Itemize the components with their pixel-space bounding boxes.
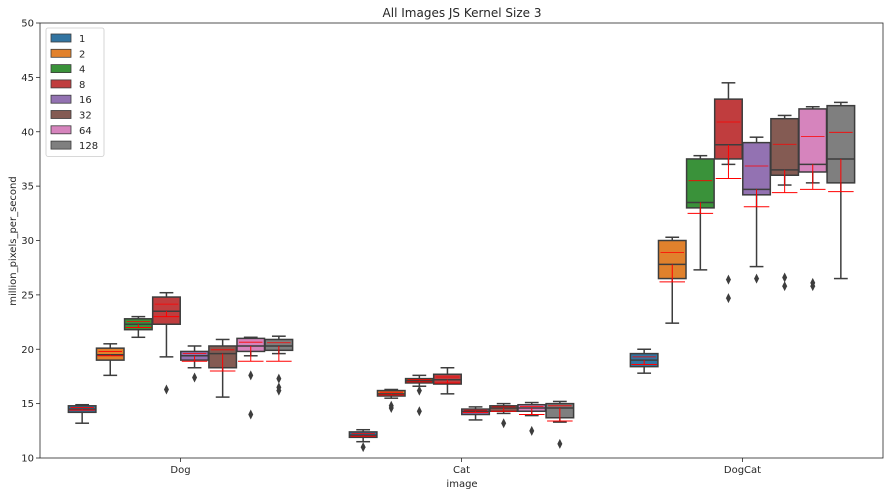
flier-point bbox=[416, 406, 422, 417]
y-tick-label: 15 bbox=[21, 399, 34, 410]
legend-swatch bbox=[50, 48, 72, 58]
box-1-dog bbox=[67, 403, 97, 424]
flier-point bbox=[501, 418, 507, 429]
y-tick-label: 45 bbox=[21, 73, 34, 84]
legend-label: 32 bbox=[79, 111, 92, 122]
legend-label: 8 bbox=[79, 80, 85, 91]
legend-label: 16 bbox=[79, 95, 92, 106]
flier-point bbox=[754, 273, 760, 284]
y-tick-label: 20 bbox=[21, 345, 34, 356]
flier-point bbox=[163, 384, 169, 395]
legend-swatch bbox=[50, 64, 72, 73]
flier-point bbox=[416, 385, 422, 396]
x-tick-label: Cat bbox=[453, 465, 470, 476]
box-body bbox=[798, 108, 828, 173]
legend-label: 128 bbox=[79, 141, 98, 152]
box-4-dogcat bbox=[685, 154, 715, 271]
flier-point bbox=[810, 281, 816, 292]
legend: 1 2 4 8 16 32 64 128 bbox=[45, 27, 105, 157]
box-64-dog bbox=[236, 336, 266, 420]
legend-frame bbox=[45, 27, 105, 157]
legend-swatch bbox=[50, 33, 72, 43]
box-128-cat bbox=[545, 400, 575, 449]
flier-point bbox=[725, 293, 731, 304]
flier-point bbox=[192, 372, 198, 383]
flier-point bbox=[782, 281, 788, 292]
y-axis-title: million_pixels_per_second bbox=[8, 176, 19, 305]
box-body bbox=[742, 141, 772, 196]
box-32-dog bbox=[208, 338, 238, 398]
x-tick-label: DogCat bbox=[724, 465, 761, 476]
x-axis: Dog Cat DogCat bbox=[170, 458, 761, 476]
y-tick-label: 35 bbox=[21, 182, 34, 193]
legend-label: 2 bbox=[79, 49, 85, 60]
flier-point bbox=[276, 373, 282, 384]
flier-point bbox=[557, 438, 563, 449]
y-tick-label: 40 bbox=[21, 127, 34, 138]
box-2-dogcat bbox=[657, 236, 687, 324]
flier-point bbox=[248, 409, 254, 420]
box-32-dogcat bbox=[770, 114, 800, 292]
plot-area bbox=[39, 22, 884, 459]
legend-swatch bbox=[50, 79, 72, 89]
y-tick-label: 50 bbox=[21, 19, 34, 30]
box-64-dogcat bbox=[798, 105, 828, 292]
boxes-layer bbox=[67, 82, 856, 453]
box-1-cat bbox=[348, 428, 378, 453]
legend-swatch bbox=[50, 140, 72, 150]
box-16-dog bbox=[180, 345, 210, 383]
flier-point bbox=[725, 274, 731, 285]
box-128-dog bbox=[264, 335, 294, 396]
flier-point bbox=[529, 425, 535, 436]
box-16-cat bbox=[461, 406, 491, 421]
box-32-cat bbox=[489, 402, 519, 429]
box-2-dog bbox=[95, 343, 125, 377]
y-tick-label: 10 bbox=[21, 454, 34, 465]
flier-point bbox=[782, 272, 788, 283]
chart-title: All Images JS Kernel Size 3 bbox=[383, 6, 542, 20]
legend-label: 4 bbox=[79, 65, 85, 76]
box-4-cat bbox=[404, 374, 434, 417]
y-tick-label: 30 bbox=[21, 236, 34, 247]
x-tick-label: Dog bbox=[170, 465, 190, 476]
box-body bbox=[713, 98, 743, 160]
box-body bbox=[685, 158, 715, 209]
flier-point bbox=[388, 402, 394, 413]
y-tick-label: 25 bbox=[21, 290, 34, 301]
legend-label: 64 bbox=[79, 126, 92, 137]
box-8-dogcat bbox=[713, 82, 743, 304]
x-axis-title: image bbox=[446, 479, 477, 490]
box-128-dogcat bbox=[826, 101, 856, 280]
legend-swatch bbox=[50, 125, 72, 135]
box-8-dog bbox=[151, 291, 181, 395]
box-2-cat bbox=[376, 388, 406, 413]
box-8-cat bbox=[432, 366, 462, 395]
y-axis: 10 15 20 25 30 35 40 45 50 bbox=[21, 19, 40, 465]
box-4-dog bbox=[123, 315, 153, 339]
flier-point bbox=[248, 370, 254, 381]
flier-point bbox=[360, 442, 366, 453]
flier-point bbox=[276, 385, 282, 396]
legend-swatch bbox=[50, 110, 72, 119]
box-1-dogcat bbox=[629, 348, 659, 374]
legend-swatch bbox=[50, 94, 72, 104]
legend-label: 1 bbox=[79, 34, 85, 45]
box-body bbox=[770, 117, 800, 176]
